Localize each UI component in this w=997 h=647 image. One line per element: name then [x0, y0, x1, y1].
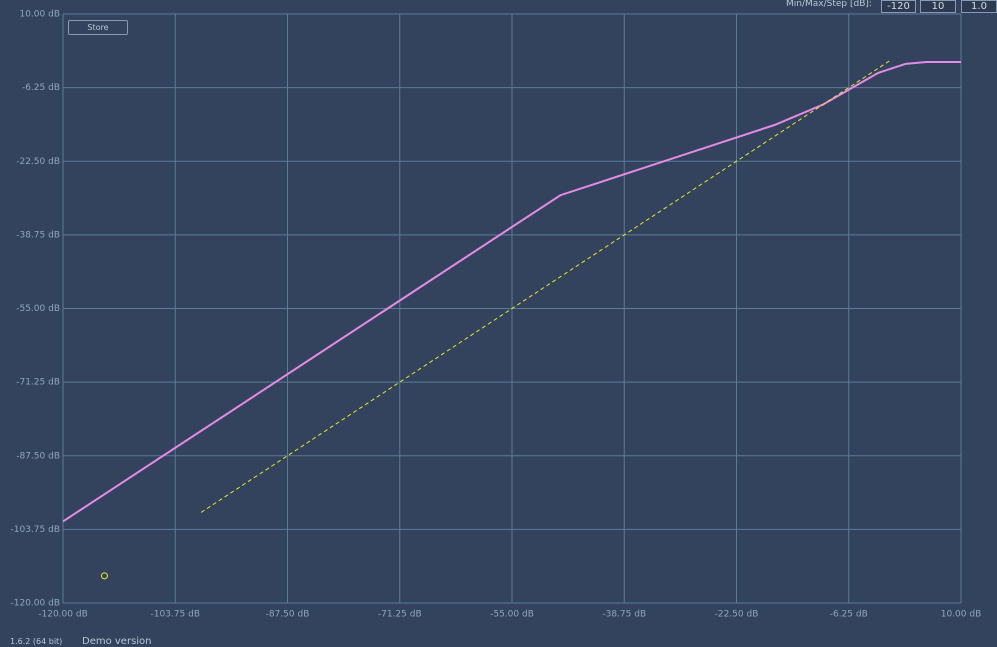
y-tick-label: 10.00 dB: [19, 10, 60, 20]
y-tick-label: -38.75 dB: [16, 230, 60, 240]
min-input[interactable]: -120: [881, 0, 916, 13]
step-input[interactable]: 1.0: [961, 0, 997, 13]
y-tick-label: -103.75 dB: [11, 525, 61, 535]
x-tick-label: -87.50 dB: [266, 610, 310, 620]
y-tick-label: -55.00 dB: [16, 304, 60, 314]
x-tick-label: -22.50 dB: [715, 610, 759, 620]
max-input[interactable]: 10: [920, 0, 956, 13]
reference-line: [200, 59, 891, 513]
store-button[interactable]: Store: [68, 20, 128, 35]
x-tick-label: -6.25 dB: [830, 610, 868, 620]
y-tick-label: -22.50 dB: [16, 157, 60, 167]
range-label: Min/Max/Step [dB]:: [786, 0, 872, 9]
version: 1.6.2 (64 bit): [10, 637, 63, 646]
x-tick-label: -103.75 dB: [151, 610, 201, 620]
marker-point: [100, 572, 108, 580]
x-tick-label: 10.00 dB: [941, 610, 982, 620]
y-tick-label: -120.00 dB: [11, 599, 61, 609]
x-tick-label: -71.25 dB: [378, 610, 422, 620]
y-tick-label: -71.25 dB: [16, 378, 60, 388]
x-tick-label: -38.75 dB: [602, 610, 646, 620]
x-tick-label: -120.00 dB: [38, 610, 88, 620]
edition: Demo version: [82, 636, 152, 647]
y-tick-label: -87.50 dB: [16, 451, 60, 461]
y-tick-label: -6.25 dB: [22, 83, 60, 93]
transfer-curve: [62, 61, 961, 523]
x-tick-label: -55.00 dB: [490, 610, 534, 620]
